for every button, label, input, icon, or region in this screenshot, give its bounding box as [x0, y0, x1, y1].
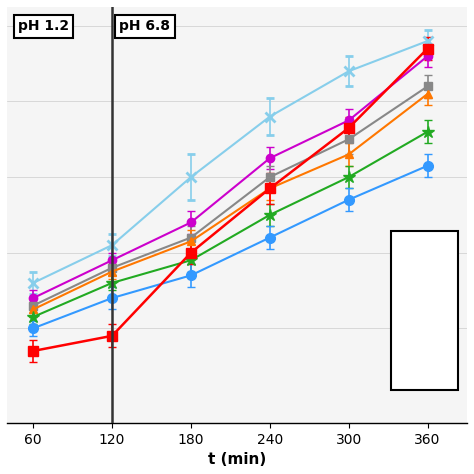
FancyBboxPatch shape: [391, 231, 458, 390]
Text: pH 6.8: pH 6.8: [119, 19, 171, 34]
X-axis label: t (min): t (min): [208, 452, 266, 467]
Text: pH 1.2: pH 1.2: [18, 19, 69, 34]
